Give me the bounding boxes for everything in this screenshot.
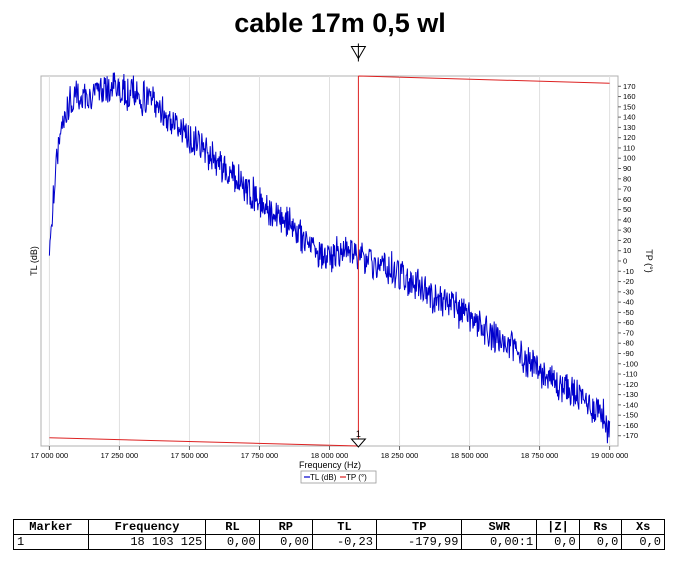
right-tick-label: -40 [623, 298, 634, 307]
gridlines [48, 76, 611, 446]
table-header-cell: TL [311, 519, 377, 535]
table-header-cell: Frequency [87, 519, 207, 535]
right-tick-label: -20 [623, 277, 634, 286]
table-header-cell: TP [375, 519, 463, 535]
right-tick-label: 70 [623, 185, 631, 194]
table-cell: -179,99 [375, 534, 463, 550]
right-tick-label: -60 [623, 318, 634, 327]
right-tick-label: 20 [623, 236, 631, 245]
right-tick-label: 170 [623, 82, 636, 91]
x-axis-label: Frequency (Hz) [299, 460, 361, 470]
right-tick-label: -30 [623, 287, 634, 296]
table-cell: -0,23 [311, 534, 377, 550]
legend-tp-label: TP (°) [346, 473, 367, 482]
table-cell: 0,00 [205, 534, 260, 550]
marker-1[interactable]: 1 [350, 43, 367, 448]
right-tick-label: -160 [623, 421, 638, 430]
right-tick-label: -130 [623, 390, 638, 399]
chart: 17 000 000 17 250 000 17 500 000 17 750 000… [29, 43, 654, 484]
table-header-cell: Rs [578, 519, 623, 535]
legend: TL (dB) TP (°) [300, 470, 377, 484]
right-tick-label: 110 [623, 143, 635, 152]
right-tick-label: -150 [623, 411, 638, 420]
right-tick-label: -10 [623, 267, 634, 276]
x-tick-label: 18 750 000 [521, 451, 559, 460]
right-tick-label: -140 [623, 400, 638, 409]
x-tick-label: 17 750 000 [241, 451, 279, 460]
x-tick-label: 17 000 000 [31, 451, 69, 460]
table-header-cell: Xs [621, 519, 665, 535]
table-cell: 18 103 125 [87, 534, 207, 550]
right-tick-label: -70 [623, 328, 634, 337]
right-tick-label: 90 [623, 164, 631, 173]
table-header-cell: Marker [13, 519, 89, 535]
right-tick-label: 0 [623, 257, 627, 266]
right-tick-label: -50 [623, 308, 634, 317]
right-tick-label: -90 [623, 349, 634, 358]
right-axis-label: TP (°) [644, 249, 654, 272]
right-tick-label: -110 [623, 370, 637, 379]
right-axis-ticks: 1701601501401301201101009080706050403020… [618, 82, 638, 440]
right-tick-label: 130 [623, 123, 636, 132]
marker-label: 1 [356, 429, 361, 439]
legend-tl-label: TL (dB) [310, 473, 337, 482]
table-header-cell: SWR [461, 519, 538, 535]
right-tick-label: 150 [623, 102, 636, 111]
table-body: 1 18 103 125 0,00 0,00 -0,23 -179,99 0,00:1 0,0… [13, 534, 665, 550]
table-cell: 0,0 [578, 534, 623, 550]
x-tick-label: 18 500 000 [451, 451, 489, 460]
x-tick-label: 17 250 000 [101, 451, 139, 460]
right-tick-label: -120 [623, 380, 638, 389]
table-cell: 0,0 [621, 534, 665, 550]
right-tick-label: 100 [623, 154, 636, 163]
x-axis-ticks: 17 000 000 17 250 000 17 500 000 17 750 000… [31, 446, 629, 460]
right-tick-label: -170 [623, 431, 638, 440]
right-tick-label: 140 [623, 113, 636, 122]
marker-table: Marker Frequency RL RP TL TP SWR |Z| Rs Xs 1 18 10… [13, 519, 665, 550]
right-tick-label: 30 [623, 226, 631, 235]
right-tick-label: -100 [623, 359, 638, 368]
right-tick-label: 120 [623, 133, 636, 142]
table-cell: 0,00:1 [461, 534, 538, 550]
table-cell: 1 [13, 534, 89, 550]
table-cell: 0,0 [536, 534, 580, 550]
table-row[interactable]: 1 18 103 125 0,00 0,00 -0,23 -179,99 0,00:1 0,0… [13, 534, 665, 550]
table-header-cell: |Z| [536, 519, 580, 535]
right-tick-label: -80 [623, 339, 634, 348]
x-tick-label: 17 500 000 [171, 451, 209, 460]
right-tick-label: 50 [623, 205, 631, 214]
right-tick-label: 160 [623, 92, 636, 101]
table-header-cell: RL [205, 519, 260, 535]
tp-series-line [49, 75, 610, 447]
tl-series-line [48, 72, 611, 444]
table-cell: 0,00 [258, 534, 313, 550]
marker-tp-triangle [350, 438, 367, 448]
table-header-row: Marker Frequency RL RP TL TP SWR |Z| Rs Xs [13, 519, 665, 535]
chart-title: cable 17m 0,5 wl [234, 8, 446, 38]
x-tick-label: 18 250 000 [381, 451, 419, 460]
table-header-cell: RP [258, 519, 313, 535]
right-tick-label: 40 [623, 215, 631, 224]
left-axis-label: TL (dB) [29, 246, 39, 276]
x-tick-label: 18 000 000 [311, 451, 349, 460]
x-tick-label: 19 000 000 [591, 451, 629, 460]
right-tick-label: 80 [623, 174, 631, 183]
right-tick-label: 10 [623, 246, 631, 255]
right-tick-label: 60 [623, 195, 631, 204]
